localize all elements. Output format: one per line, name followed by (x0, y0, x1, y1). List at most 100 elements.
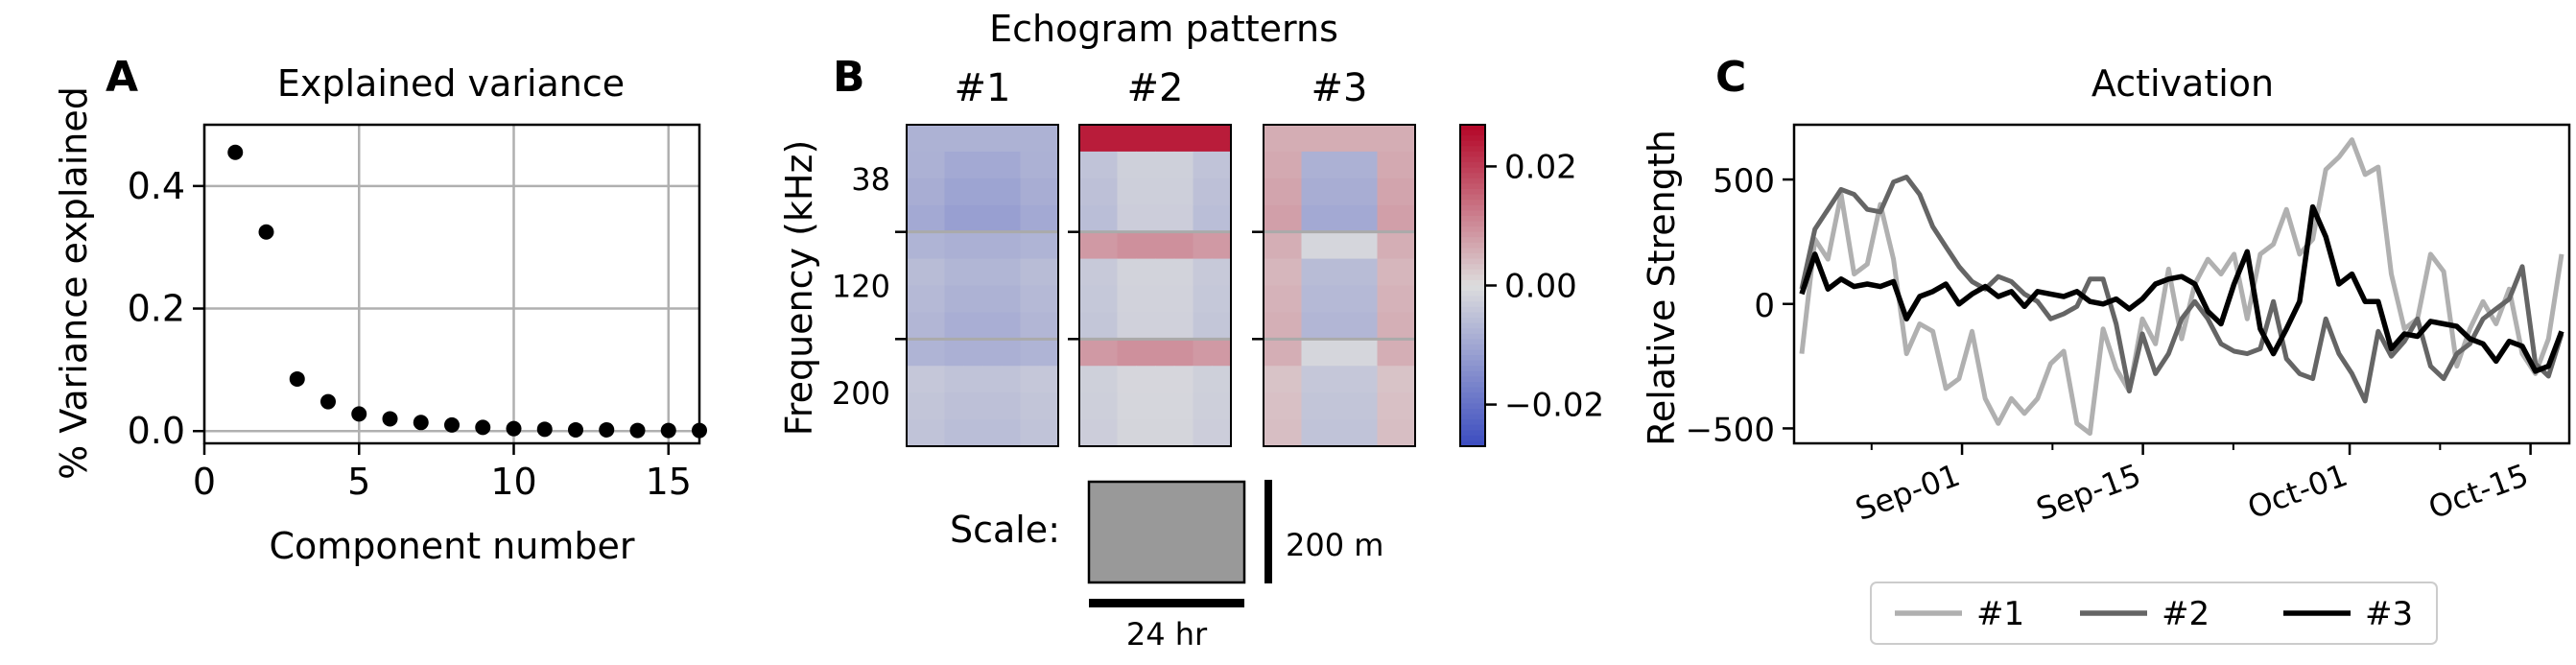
variance-point (568, 421, 583, 438)
scale-time-label: 24 hr (1126, 616, 1208, 653)
panel-a-gridlines (202, 125, 699, 443)
a-x-tick-label: 0 (193, 461, 216, 503)
panel-b-letter: B (833, 53, 865, 102)
echogram-cell (925, 312, 946, 340)
colorbar-step (1460, 376, 1485, 383)
echogram-cell (1212, 392, 1232, 420)
panel-a-plot-frame (202, 123, 701, 445)
colorbar-tick-label: −0.02 (1504, 387, 1604, 425)
panel-a-ylabel: % Variance explained (53, 86, 95, 480)
echogram-cell (982, 151, 1003, 179)
echogram-cell (1098, 151, 1119, 179)
echogram-cell (1001, 419, 1022, 447)
echogram-cell (1079, 178, 1099, 206)
echogram-cell (1377, 312, 1397, 340)
echogram-cell (907, 204, 927, 233)
echogram-cell (1193, 151, 1213, 179)
echogram-cell (1377, 178, 1397, 206)
echogram-cell (1098, 258, 1119, 287)
echogram-cell (1001, 258, 1022, 287)
echogram-cell (1020, 392, 1040, 420)
panel-a-xlabel: Component number (269, 525, 634, 567)
echogram-cell (1396, 231, 1416, 260)
colorbar-step (1460, 419, 1485, 426)
echogram-cell (1377, 258, 1397, 287)
echogram-cell (1155, 151, 1175, 179)
echogram-cell (1193, 392, 1213, 420)
echogram-cell (1193, 231, 1213, 260)
panel-a-points (227, 144, 707, 439)
echogram-cell (1396, 151, 1416, 179)
echogram-cell (1136, 285, 1156, 314)
echogram-cell (982, 285, 1003, 314)
activation-line (1799, 137, 2564, 437)
echogram-cell (1264, 178, 1284, 206)
echogram-cell (1396, 258, 1416, 287)
echogram-frame (1078, 124, 1232, 447)
panel-c-plot-frame (1792, 123, 2571, 445)
echogram-pattern: #2 (1068, 66, 1232, 447)
echogram-cell (1320, 419, 1340, 447)
echogram-cell (1020, 231, 1040, 260)
colorbar-step (1460, 140, 1485, 147)
colorbar-step (1460, 173, 1485, 179)
echogram-cell (1079, 231, 1099, 260)
echogram-cell (1173, 285, 1194, 314)
colorbar-step (1460, 231, 1485, 238)
echogram-cell (1301, 285, 1321, 314)
echogram-cell (1001, 392, 1022, 420)
echogram-cell (1377, 231, 1397, 260)
legend-label: #3 (2365, 595, 2413, 633)
echogram-cell (1039, 392, 1059, 420)
echogram-cell (1117, 258, 1137, 287)
colorbar-step (1460, 204, 1485, 211)
echogram-cell (1282, 419, 1303, 447)
colorbar-step (1460, 349, 1485, 356)
a-x-tick-label: 15 (646, 461, 692, 503)
echogram-cell (982, 204, 1003, 233)
panel-c-lines (1799, 137, 2564, 437)
echogram-cell (925, 125, 946, 153)
variance-point (413, 415, 429, 431)
echogram-cell (1320, 125, 1340, 153)
echogram-cell (944, 339, 964, 367)
echogram-cell (1193, 178, 1213, 206)
pattern-label: #1 (955, 66, 1011, 110)
echogram-cell (1173, 419, 1194, 447)
echogram-cell (1301, 312, 1321, 340)
echogram-cell (1117, 125, 1137, 153)
echogram-cell (982, 258, 1003, 287)
legend-label: #2 (2162, 595, 2210, 633)
echogram-cell (1358, 339, 1379, 367)
colorbar-step (1460, 156, 1485, 163)
colorbar-step (1460, 387, 1485, 393)
echogram-cell (925, 151, 946, 179)
echogram-cell (1301, 231, 1321, 260)
legend-frame (1870, 582, 2438, 645)
echogram-cell (1396, 366, 1416, 393)
echogram-cell (1098, 419, 1119, 447)
colorbar-step (1460, 408, 1485, 416)
echogram-cell (1396, 392, 1416, 420)
colorbar-step (1460, 285, 1485, 292)
colorbar-step (1460, 151, 1485, 158)
echogram-cell (1301, 151, 1321, 179)
colorbar-step (1460, 135, 1485, 142)
echogram-cell (1193, 204, 1213, 233)
scale-box (1087, 480, 1246, 584)
echogram-cell (1339, 125, 1359, 153)
variance-point (351, 406, 367, 422)
echogram-cell (1001, 125, 1022, 153)
echogram-cell (1117, 285, 1137, 314)
echogram-cell (1098, 366, 1119, 393)
scale-label: Scale: (950, 509, 1060, 551)
echogram-cell (1173, 204, 1194, 233)
echogram-cell (925, 285, 946, 314)
panel-c-letter: C (1715, 53, 1746, 102)
echogram-cell (1320, 392, 1340, 420)
panel-c-ylabel: Relative Strength (1641, 130, 1683, 446)
colorbar-step (1460, 269, 1485, 275)
echogram-cell (925, 204, 946, 233)
echogram-cell (1173, 231, 1194, 260)
scale-depth-bar (1264, 480, 1272, 583)
